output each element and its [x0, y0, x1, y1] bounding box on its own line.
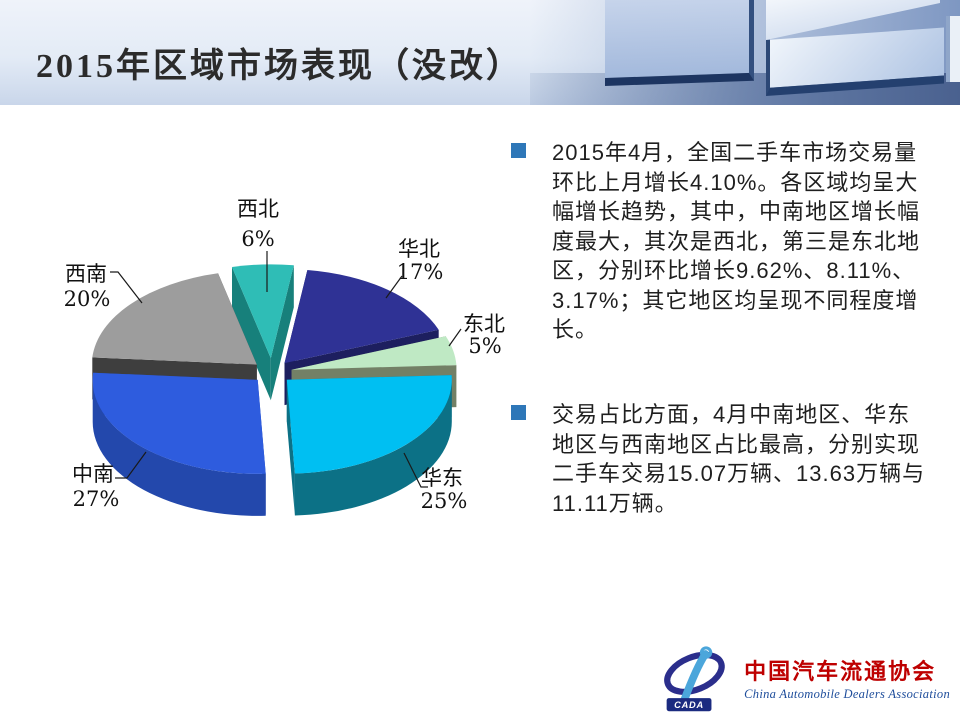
pie-pct-0: 17%	[397, 260, 444, 284]
slide-header: 2015年区域市场表现（没改）	[0, 0, 960, 105]
pie-label-5: 西北	[237, 197, 279, 221]
cada-acronym: CADA	[674, 700, 704, 710]
pie-slice-1[interactable]	[291, 336, 457, 370]
pie-slice-0[interactable]	[284, 270, 439, 364]
logo-text: 中国汽车流通协会 China Automobile Dealers Associ…	[744, 654, 950, 702]
pie-label-1: 东北	[463, 312, 505, 336]
bullet-text: 2015年4月，全国二手车市场交易量 环比上月增长4.10%。各区域均呈大 幅增…	[552, 140, 921, 342]
pie-slice-rim-3	[92, 379, 266, 516]
pie-label-4: 西南	[65, 262, 107, 286]
pie-leader-4	[110, 271, 143, 304]
logo: CADA 中国汽车流通协会 China Automobile Dealers A…	[656, 644, 950, 712]
pie-slice-wall-5	[232, 267, 271, 401]
pie-slice-2[interactable]	[286, 375, 452, 474]
logo-name-en: China Automobile Dealers Association	[744, 687, 950, 701]
bullet-list: 2015年4月，全国二手车市场交易量 环比上月增长4.10%。各区域均呈大 幅增…	[511, 0, 951, 720]
bullet-marker	[511, 143, 526, 158]
pie-label-0: 华北	[398, 237, 440, 261]
slide-title: 2015年区域市场表现（没改）	[36, 48, 523, 85]
pie-slice-4[interactable]	[92, 273, 257, 365]
pie-leader-0	[385, 275, 403, 299]
bullet-item-1: 2015年4月，全国二手车市场交易量 环比上月增长4.10%。各区域均呈大 幅增…	[511, 138, 951, 345]
pie-label-3: 中南	[72, 462, 114, 486]
pie-slice-wall-2	[286, 379, 295, 516]
bullet-text: 交易占比方面，4月中南地区、华东 地区与西南地区占比最高，分别实现 二手车交易1…	[552, 402, 926, 516]
pie-slice-5[interactable]	[232, 264, 294, 359]
cube-3	[946, 16, 960, 82]
pie-slice-3[interactable]	[92, 372, 266, 474]
pie-leader-2	[403, 452, 428, 488]
pie-leader-3	[115, 451, 147, 479]
pie-label-2: 华东	[421, 466, 463, 490]
pie-pct-3: 27%	[73, 487, 120, 511]
pie-slice-rim-2	[294, 379, 452, 516]
pie-leader-1	[448, 328, 462, 347]
pie-pct-1: 5%	[468, 334, 501, 358]
bullet-marker	[511, 405, 526, 420]
logo-swoosh-loop	[700, 646, 713, 659]
bullet-item-2: 交易占比方面，4月中南地区、华东 地区与西南地区占比最高，分别实现 二手车交易1…	[511, 400, 951, 518]
cada-logo-icon: CADA	[664, 646, 725, 712]
logo-ellipse	[664, 651, 725, 695]
pie-pct-2: 25%	[421, 489, 468, 513]
pie-slice-wall-5	[270, 265, 294, 401]
cada-badge	[666, 698, 712, 712]
decoration-cubes	[530, 0, 960, 105]
logo-name-zh: 中国汽车流通协会	[744, 659, 937, 684]
pie-pct-5: 6%	[241, 227, 274, 251]
pie-pct-4: 20%	[64, 287, 111, 311]
